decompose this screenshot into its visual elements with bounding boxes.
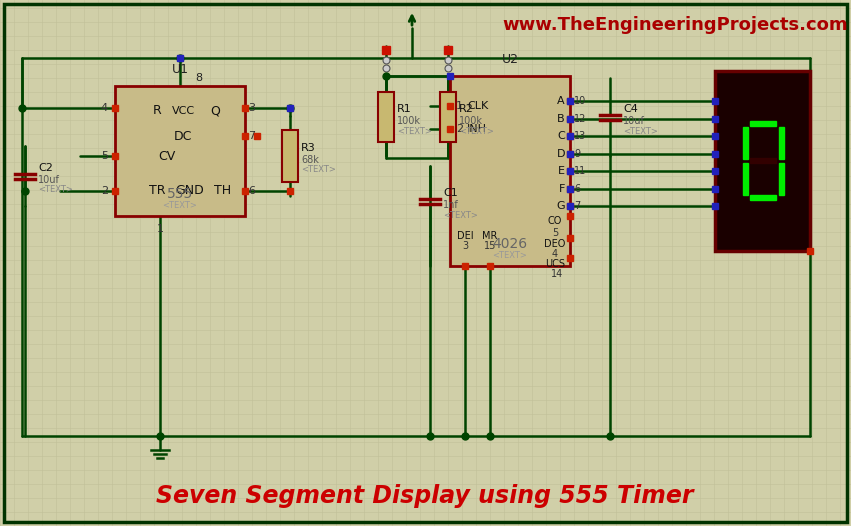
Bar bbox=[750, 121, 775, 126]
Text: <TEXT>: <TEXT> bbox=[301, 166, 336, 175]
Text: 4: 4 bbox=[552, 249, 558, 259]
Text: 1: 1 bbox=[456, 101, 463, 111]
Text: Q: Q bbox=[210, 105, 220, 117]
Text: 6: 6 bbox=[248, 186, 255, 196]
Text: <TEXT>: <TEXT> bbox=[443, 210, 478, 219]
Text: R3: R3 bbox=[301, 143, 316, 153]
Text: <TEXT>: <TEXT> bbox=[459, 126, 494, 136]
Bar bbox=[779, 163, 784, 195]
Text: D: D bbox=[557, 149, 565, 159]
Text: 13: 13 bbox=[574, 131, 586, 141]
Bar bbox=[743, 163, 747, 195]
Text: 2: 2 bbox=[456, 124, 463, 134]
Text: <TEXT>: <TEXT> bbox=[397, 126, 431, 136]
Text: TH: TH bbox=[214, 185, 231, 197]
Text: 6: 6 bbox=[574, 184, 580, 194]
Text: U1: U1 bbox=[172, 63, 189, 76]
Text: 14: 14 bbox=[551, 269, 563, 279]
Text: CV: CV bbox=[158, 149, 175, 163]
Text: DEO: DEO bbox=[545, 239, 566, 249]
Bar bbox=[440, 92, 456, 142]
Text: C1: C1 bbox=[443, 188, 458, 198]
Text: C4: C4 bbox=[623, 104, 638, 114]
Text: 5: 5 bbox=[101, 151, 108, 161]
Text: F: F bbox=[558, 184, 565, 194]
Text: 4: 4 bbox=[101, 103, 108, 113]
Text: CLK: CLK bbox=[467, 101, 488, 111]
Text: R2: R2 bbox=[459, 104, 474, 114]
Text: 3: 3 bbox=[462, 241, 468, 251]
Text: VCC: VCC bbox=[171, 106, 195, 116]
Text: R1: R1 bbox=[397, 104, 412, 114]
Bar bbox=[743, 127, 747, 159]
Bar bbox=[382, 46, 390, 54]
Text: A: A bbox=[557, 96, 565, 106]
Text: 3: 3 bbox=[248, 103, 255, 113]
Text: <TEXT>: <TEXT> bbox=[623, 126, 658, 136]
Bar bbox=[115, 86, 245, 216]
Text: E: E bbox=[558, 166, 565, 176]
Text: 100k: 100k bbox=[397, 116, 421, 126]
Bar bbox=[444, 46, 452, 54]
Text: CO: CO bbox=[548, 216, 563, 226]
Text: 1: 1 bbox=[157, 224, 163, 234]
Text: 10uf: 10uf bbox=[38, 175, 60, 185]
Text: 15: 15 bbox=[484, 241, 496, 251]
Text: R: R bbox=[152, 105, 162, 117]
Text: www.TheEngineeringProjects.com: www.TheEngineeringProjects.com bbox=[502, 16, 848, 34]
Text: 68k: 68k bbox=[301, 155, 319, 165]
Text: 5: 5 bbox=[552, 228, 558, 238]
Text: <TEXT>: <TEXT> bbox=[163, 201, 197, 210]
Text: Seven Segment Display using 555 Timer: Seven Segment Display using 555 Timer bbox=[157, 484, 694, 508]
Text: G: G bbox=[557, 201, 565, 211]
Text: 12: 12 bbox=[574, 114, 586, 124]
Text: 4026: 4026 bbox=[493, 237, 528, 251]
Text: MR: MR bbox=[483, 231, 498, 241]
Bar bbox=[450, 76, 570, 266]
Text: 100k: 100k bbox=[459, 116, 483, 126]
Text: <TEXT>: <TEXT> bbox=[38, 186, 73, 195]
Text: TR: TR bbox=[149, 185, 165, 197]
Text: UCS: UCS bbox=[545, 259, 565, 269]
Text: C2: C2 bbox=[38, 163, 53, 173]
Bar bbox=[715, 71, 810, 251]
Text: 555: 555 bbox=[167, 187, 193, 201]
Bar bbox=[750, 158, 775, 163]
Text: 2: 2 bbox=[101, 186, 108, 196]
Text: 1nf: 1nf bbox=[443, 200, 459, 210]
Text: 10uf: 10uf bbox=[623, 116, 645, 126]
Text: 7: 7 bbox=[248, 131, 255, 141]
Text: B: B bbox=[557, 114, 565, 124]
Text: 9: 9 bbox=[574, 149, 580, 159]
Bar bbox=[378, 92, 394, 142]
Text: C: C bbox=[557, 131, 565, 141]
Text: DC: DC bbox=[174, 129, 192, 143]
Bar bbox=[282, 130, 298, 181]
Text: GND: GND bbox=[175, 185, 204, 197]
Bar bbox=[779, 127, 784, 159]
Text: DEI: DEI bbox=[457, 231, 473, 241]
Text: 7: 7 bbox=[574, 201, 580, 211]
Text: U2: U2 bbox=[501, 53, 518, 66]
Text: 10: 10 bbox=[574, 96, 586, 106]
Text: 8: 8 bbox=[195, 73, 203, 83]
Bar bbox=[750, 195, 775, 200]
Text: INH: INH bbox=[467, 124, 487, 134]
Text: 11: 11 bbox=[574, 166, 586, 176]
Text: <TEXT>: <TEXT> bbox=[493, 251, 528, 260]
